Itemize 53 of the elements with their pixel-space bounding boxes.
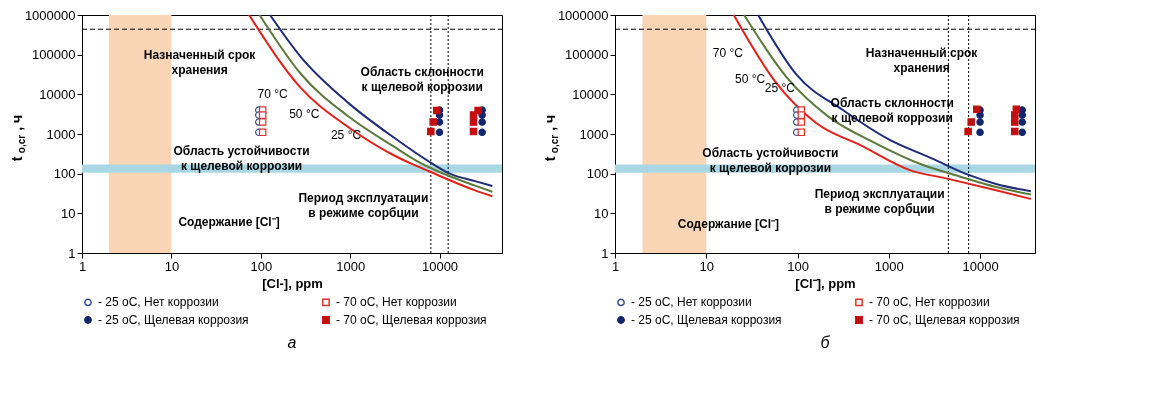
annotation: 50 °C (735, 72, 766, 87)
annotation: 70 °C (712, 45, 744, 60)
annotation: Область склонности к щелевой коррозии (360, 65, 484, 95)
y-tick-label: 100000 (565, 47, 609, 63)
y-tick-label: 1 (601, 245, 609, 261)
y-axis-title: to,cr, ч (9, 114, 27, 162)
y-tick-label: 100000 (32, 47, 76, 63)
text: а (287, 334, 297, 351)
x-tick-label: 1 (611, 258, 620, 274)
x-axis-title: [Cl⁻], ppm (795, 275, 856, 291)
y-tick-label: 10000 (39, 86, 76, 102)
y-tick-label: 1000 (579, 126, 609, 142)
band-label: Период эксплуатации в режиме сорбции (814, 186, 945, 216)
x-tick-label: 10000 (962, 258, 999, 274)
y-tick-label: 1000000 (24, 7, 76, 23)
y-tick-label: 10 (61, 205, 76, 221)
x-tick-label: 100 (250, 258, 273, 274)
y-tick-label: 1 (68, 245, 76, 261)
legend-label: - 70 oC, Щелевая коррозия (336, 313, 487, 327)
legend-label: - 70 oC, Нет коррозии (336, 295, 457, 310)
legend-label: - 25 oC, Нет коррозии (98, 295, 219, 310)
y-tick-label: 10000 (572, 86, 609, 102)
y-tick-label: 1000000 (557, 7, 609, 23)
x-tick-label: 1000 (336, 258, 366, 274)
x-tick-label: 10000 (421, 258, 459, 274)
legend-label: - 70 oC, Нет коррозии (869, 295, 990, 310)
annotation: 25 °C (330, 128, 362, 143)
legend-label: - 70 oC, Щелевая коррозия (869, 313, 1020, 327)
x-tick-label: 100 (787, 258, 809, 274)
x-axis-title: [Cl-], ppm (262, 275, 323, 291)
annotation: 25 °C (764, 81, 796, 96)
x-tick-label: 1000 (874, 258, 904, 274)
ref-line-label: Назначенный срок хранения (865, 46, 979, 76)
band-label: Период эксплуатации в режиме сорбции (298, 191, 429, 221)
x-tick-label: 10 (699, 258, 714, 274)
legend-label: - 25 oC, Щелевая коррозия (631, 313, 782, 327)
annotation: 70 °C (257, 86, 289, 101)
text: б (820, 334, 831, 351)
ref-line-label: Назначенный срок хранения (143, 48, 257, 78)
y-tick-label: 1000 (46, 126, 76, 142)
x-tick-label: 1 (78, 258, 87, 274)
annotation: Область устойчивости к щелевой коррозии (173, 143, 310, 173)
annotation: Область устойчивости к щелевой коррозии (702, 146, 839, 176)
y-tick-label: 100 (53, 166, 76, 182)
y-tick-label: 100 (586, 166, 609, 182)
annotation: 50 °C (289, 107, 320, 122)
y-tick-label: 10 (594, 205, 609, 221)
x-tick-label: 10 (164, 258, 180, 274)
band-label: Содержание [Cl⁻] (178, 215, 280, 230)
legend-label: - 25 oC, Щелевая коррозия (98, 313, 249, 327)
y-axis-title: to,cr, ч (542, 114, 560, 162)
legend-label: - 25 oC, Нет коррозии (631, 295, 752, 310)
band-label: Содержание [Cl⁻] (677, 217, 780, 232)
